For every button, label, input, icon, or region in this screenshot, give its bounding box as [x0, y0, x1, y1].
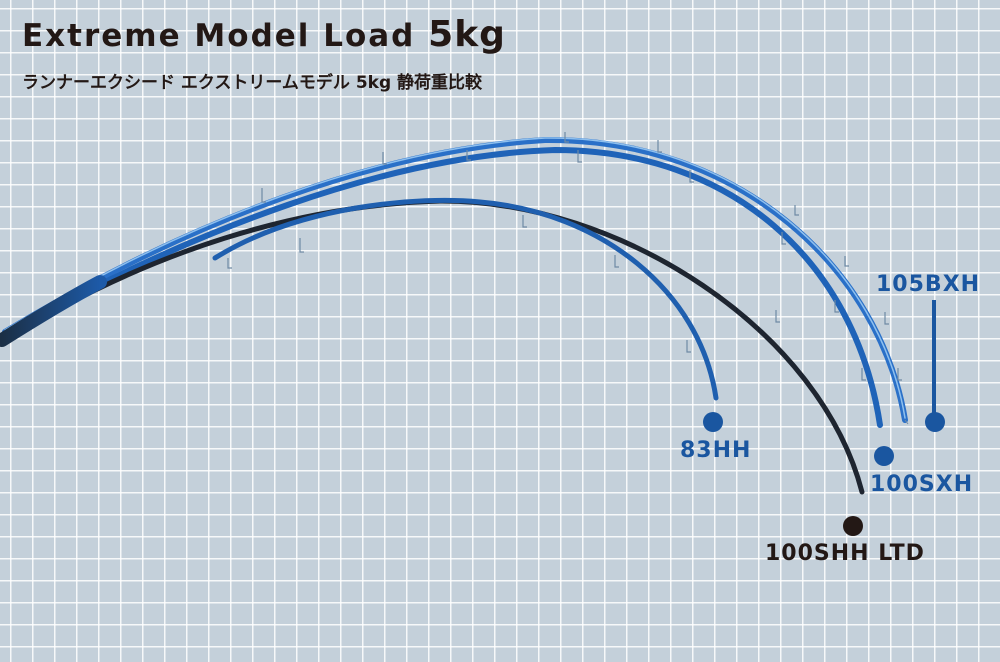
guide-mark: [794, 205, 799, 216]
guide-mark: [861, 368, 866, 381]
guide-mark: [261, 188, 266, 203]
guide-mark: [564, 132, 569, 143]
rod-butt: [0, 275, 107, 347]
guide-mark: [686, 340, 691, 353]
guide-mark: [577, 150, 582, 163]
guide-mark: [522, 215, 527, 228]
guide-mark: [614, 255, 619, 268]
guide-mark: [884, 312, 889, 325]
guide-mark: [689, 170, 694, 183]
marker-83hh: [703, 412, 723, 432]
guide-mark: [382, 152, 387, 165]
marker-105bxh: [925, 412, 945, 432]
title-text: Extreme Model Load: [22, 18, 429, 54]
label-83hh: 83HH: [680, 438, 752, 463]
title-load-value: 5kg: [428, 14, 506, 55]
guide-mark: [466, 150, 471, 161]
guide-mark: [844, 256, 849, 267]
guide-mark: [781, 232, 786, 245]
guide-mark: [897, 368, 902, 381]
guide-mark: [834, 300, 839, 313]
guide-mark: [657, 140, 662, 153]
guide-mark: [775, 310, 780, 323]
guide-mark: [299, 238, 304, 253]
rod-curve-105bxh: [2, 136, 908, 423]
line-105bxh: [904, 419, 909, 425]
diagram-title: Extreme Model Load 5kg: [22, 14, 506, 55]
label-100sxh: 100SXH: [870, 472, 974, 497]
guide-mark: [227, 258, 232, 269]
marker-100sxh: [874, 446, 894, 466]
rod-curve-83hh: [212, 197, 719, 401]
rod-highlight-105bxh: [4, 137, 906, 419]
label-100shh-ltd: 100SHH LTD: [765, 541, 925, 566]
rod-guides: [227, 132, 902, 381]
label-105bxh: 105BXH: [876, 272, 981, 297]
diagram-subtitle: ランナーエクシード エクストリームモデル 5kg 静荷重比較: [22, 73, 483, 93]
rod-curve-100sxh: [2, 146, 883, 428]
marker-100shh-ltd: [843, 516, 863, 536]
